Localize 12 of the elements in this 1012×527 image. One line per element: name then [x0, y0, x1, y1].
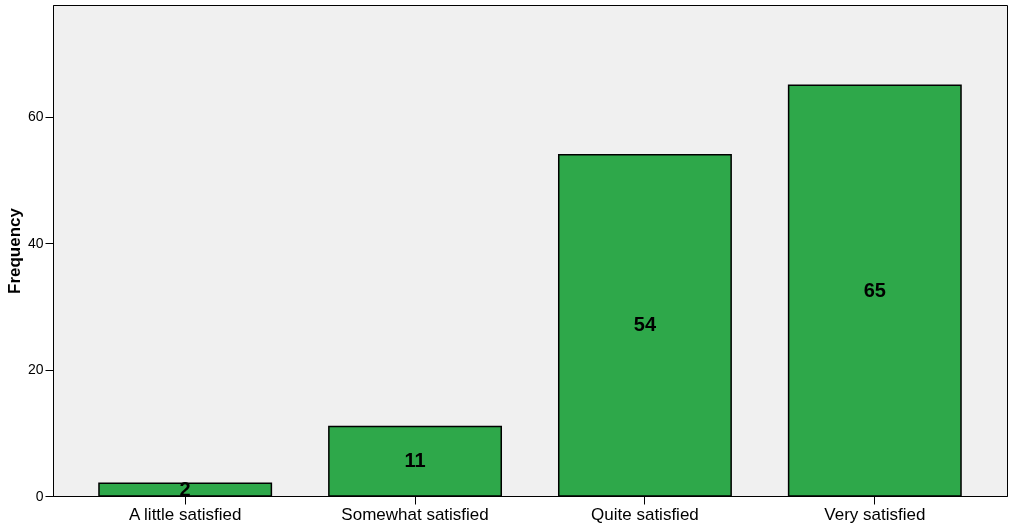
x-tick-label: A little satisfied [128, 504, 242, 524]
data-label: 11 [404, 449, 426, 472]
x-tick-label: Very satisfied [824, 504, 926, 524]
y-tick-label: 0 [35, 487, 44, 504]
y-tick-label: 40 [27, 234, 44, 251]
y-axis-title: Frequency [4, 207, 24, 294]
x-tick-label: Quite satisfied [591, 504, 699, 524]
y-tick-label: 20 [27, 361, 44, 378]
y-tick-label: 60 [27, 108, 44, 125]
data-label: 54 [633, 313, 657, 336]
x-tick-label: Somewhat satisfied [341, 504, 489, 524]
data-label: 65 [863, 278, 886, 301]
